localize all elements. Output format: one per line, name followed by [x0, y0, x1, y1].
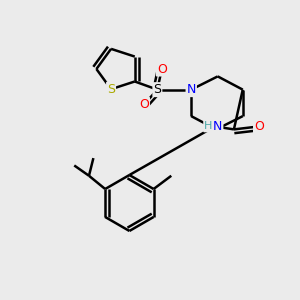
Text: H: H [204, 122, 212, 131]
Text: S: S [153, 83, 161, 96]
Text: S: S [107, 83, 115, 96]
Text: O: O [254, 120, 264, 133]
Text: N: N [213, 120, 222, 133]
Text: O: O [157, 62, 167, 76]
Text: O: O [139, 98, 149, 111]
Text: N: N [187, 83, 196, 96]
